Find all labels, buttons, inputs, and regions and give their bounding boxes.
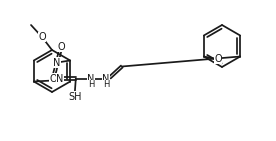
Text: H: H bbox=[103, 80, 109, 89]
Text: H: H bbox=[87, 80, 94, 89]
Text: N: N bbox=[87, 73, 94, 83]
Text: N: N bbox=[56, 73, 63, 83]
Text: O: O bbox=[38, 32, 46, 42]
Text: O: O bbox=[214, 53, 222, 63]
Text: O: O bbox=[49, 73, 57, 83]
Text: SH: SH bbox=[68, 92, 82, 102]
Text: N: N bbox=[54, 58, 61, 68]
Text: O: O bbox=[57, 41, 65, 51]
Text: N: N bbox=[102, 73, 110, 83]
